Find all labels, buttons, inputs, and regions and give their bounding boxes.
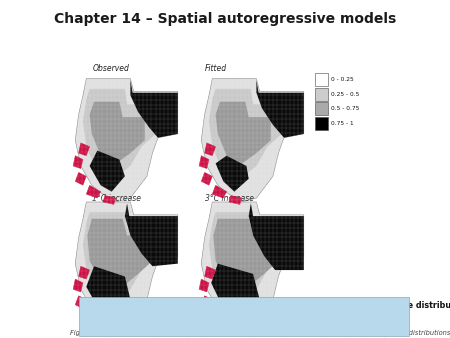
Polygon shape <box>209 212 282 302</box>
Polygon shape <box>90 150 125 192</box>
Polygon shape <box>79 143 90 156</box>
Text: 3°C increase: 3°C increase <box>205 194 254 203</box>
Polygon shape <box>229 195 242 204</box>
Bar <box>315 88 328 101</box>
Text: He, F., Zhou, J. and Zhu, H.T. 2003. Autologistic regression model for the distr: He, F., Zhou, J. and Zhu, H.T. 2003. Aut… <box>84 301 450 311</box>
Polygon shape <box>212 185 227 198</box>
Text: Fitted: Fitted <box>205 64 227 73</box>
Polygon shape <box>201 79 304 202</box>
Polygon shape <box>216 156 249 192</box>
Polygon shape <box>209 89 282 179</box>
Polygon shape <box>205 143 216 156</box>
Polygon shape <box>75 202 178 325</box>
Polygon shape <box>201 296 212 309</box>
Text: Journal of Agricultural, Biological and Environmental Statistics 8:205-222.: Journal of Agricultural, Biological and … <box>84 318 379 327</box>
Polygon shape <box>75 79 178 202</box>
Polygon shape <box>205 266 216 279</box>
Polygon shape <box>86 266 130 318</box>
Polygon shape <box>103 319 116 328</box>
Polygon shape <box>90 102 145 163</box>
Text: 0.25 - 0.5: 0.25 - 0.5 <box>331 92 360 97</box>
Polygon shape <box>130 80 178 138</box>
Polygon shape <box>87 219 153 287</box>
Polygon shape <box>79 266 90 279</box>
Polygon shape <box>229 319 242 328</box>
Polygon shape <box>83 212 156 302</box>
Polygon shape <box>249 203 304 270</box>
Polygon shape <box>199 156 209 169</box>
Polygon shape <box>212 309 227 321</box>
Polygon shape <box>201 202 304 325</box>
Polygon shape <box>83 89 156 179</box>
Polygon shape <box>75 172 86 185</box>
FancyBboxPatch shape <box>79 297 410 336</box>
Text: 0 - 0.25: 0 - 0.25 <box>331 77 354 82</box>
Polygon shape <box>216 102 271 163</box>
Bar <box>315 117 328 130</box>
Polygon shape <box>73 156 83 169</box>
Text: Chapter 14 – Spatial autoregressive models: Chapter 14 – Spatial autoregressive mode… <box>54 12 396 26</box>
Bar <box>315 73 328 86</box>
Text: 1°C increase: 1°C increase <box>92 194 141 203</box>
Polygon shape <box>86 185 101 198</box>
Text: 0.5 - 0.75: 0.5 - 0.75 <box>331 106 360 111</box>
Polygon shape <box>199 279 209 292</box>
Polygon shape <box>213 219 279 287</box>
Polygon shape <box>75 296 86 309</box>
Polygon shape <box>125 203 178 266</box>
Text: Figure 3. Distribution of the boreal evergreen forest in BC. The top maps are th: Figure 3. Distribution of the boreal eve… <box>70 330 450 338</box>
Polygon shape <box>73 279 83 292</box>
Text: 0.75 - 1: 0.75 - 1 <box>331 121 354 126</box>
Polygon shape <box>86 309 101 321</box>
Polygon shape <box>103 195 116 204</box>
Polygon shape <box>201 172 212 185</box>
Polygon shape <box>211 264 260 320</box>
Text: Observed: Observed <box>92 64 129 73</box>
Bar <box>315 102 328 115</box>
Polygon shape <box>256 80 304 138</box>
